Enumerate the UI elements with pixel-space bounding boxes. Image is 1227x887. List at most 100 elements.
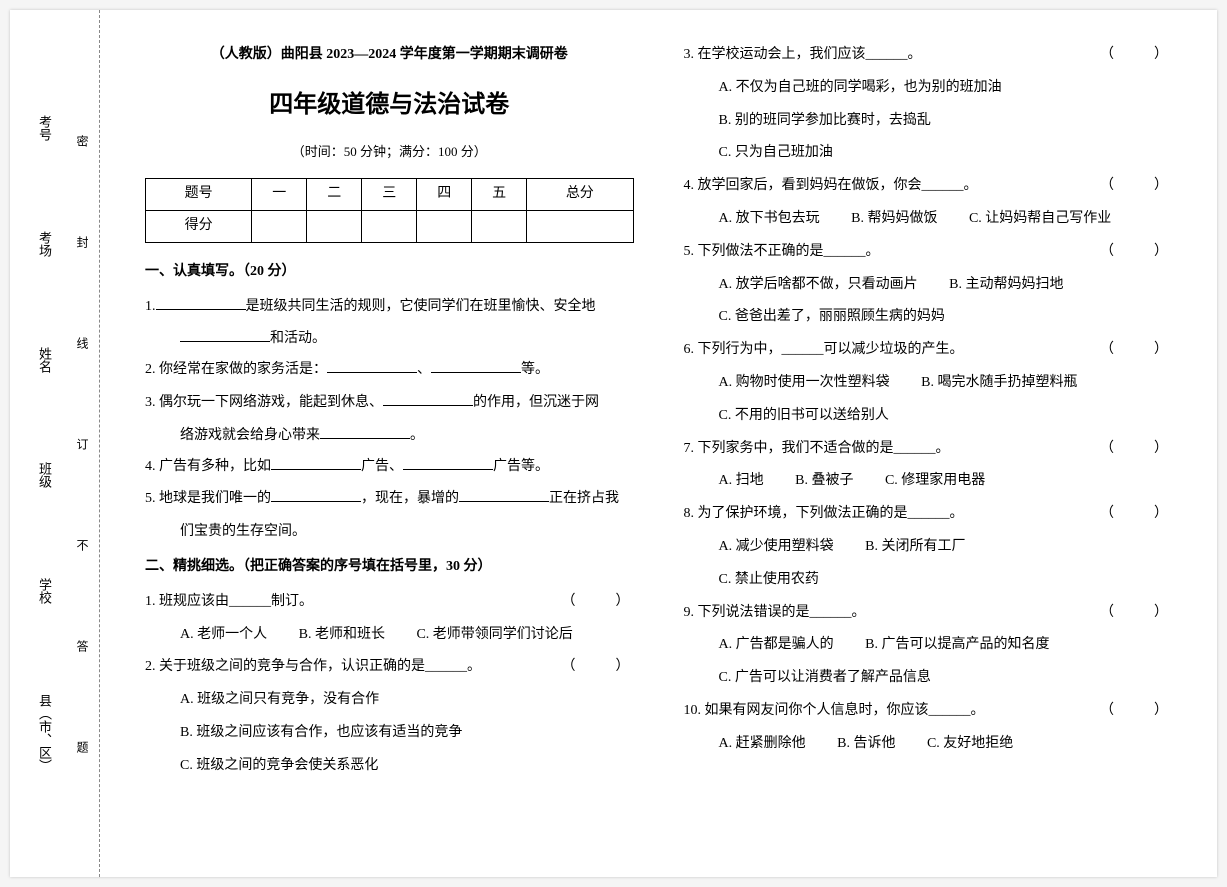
th-col: 二 bbox=[307, 179, 362, 211]
binding-margin: 考号 考场 姓名 班级 学校 县（市、区） 密 封 线 订 不 答 题 bbox=[10, 10, 100, 877]
blank bbox=[431, 359, 521, 373]
field-county: 县（市、区） bbox=[35, 694, 54, 772]
q-text: 广告、 bbox=[361, 459, 403, 474]
header-subtitle: （人教版）曲阳县 2023—2024 学年度第一学期期末调研卷 bbox=[145, 40, 634, 71]
s2-q7-options: A. 扫地 B. 叠被子 C. 修理家用电器 bbox=[684, 466, 1173, 497]
q-text: ，现在，暴增的 bbox=[361, 491, 459, 506]
s2-q6-opt-c: C. 不用的旧书可以送给别人 bbox=[684, 401, 1173, 432]
td-label: 得分 bbox=[146, 210, 252, 242]
section2-title: 二、精挑细选。（把正确答案的序号填在括号里，30 分） bbox=[145, 552, 634, 583]
answer-bracket: （ ） bbox=[583, 652, 634, 683]
s2-q10: 10. 如果有网友问你个人信息时，你应该______。 （ ） bbox=[684, 696, 1173, 727]
seal-char: 不 bbox=[74, 539, 91, 551]
field-exam-no: 考号 bbox=[35, 115, 54, 141]
answer-bracket: （ ） bbox=[1121, 696, 1172, 727]
s2-q6-options-1: A. 购物时使用一次性塑料袋 B. 喝完水随手扔掉塑料瓶 bbox=[684, 368, 1173, 399]
field-school: 学校 bbox=[35, 578, 54, 604]
opt-b: B. 广告可以提高产品的知名度 bbox=[865, 637, 1049, 652]
answer-bracket: （ ） bbox=[1121, 499, 1172, 530]
opt-a: A. 广告都是骗人的 bbox=[719, 637, 834, 652]
s1-q5-line2: 们宝贵的生存空间。 bbox=[145, 517, 634, 548]
opt-a: A. 放学后啥都不做，只看动画片 bbox=[719, 277, 918, 292]
exam-meta: （时间：50 分钟；满分：100 分） bbox=[145, 138, 634, 167]
th-col: 五 bbox=[472, 179, 527, 211]
s2-q9-opt-c: C. 广告可以让消费者了解产品信息 bbox=[684, 663, 1173, 694]
opt-b: B. 老师和班长 bbox=[299, 627, 385, 642]
s2-q1: 1. 班规应该由______制订。 （ ） bbox=[145, 587, 634, 618]
s2-q3: 3. 在学校运动会上，我们应该______。 （ ） bbox=[684, 40, 1173, 71]
exam-page: 考号 考场 姓名 班级 学校 县（市、区） 密 封 线 订 不 答 题 （人教版… bbox=[10, 10, 1217, 877]
s2-q3-opt-a: A. 不仅为自己班的同学喝彩，也为别的班加油 bbox=[684, 73, 1173, 104]
th-label: 题号 bbox=[146, 179, 252, 211]
q-text: 3. 偶尔玩一下网络游戏，能起到休息、 bbox=[145, 395, 383, 410]
s2-q4: 4. 放学回家后，看到妈妈在做饭，你会______。 （ ） bbox=[684, 171, 1173, 202]
opt-c: C. 老师带领同学们讨论后 bbox=[416, 627, 572, 642]
opt-b: B. 关闭所有工厂 bbox=[865, 539, 965, 554]
blank bbox=[271, 488, 361, 502]
s2-q8-options-1: A. 减少使用塑料袋 B. 关闭所有工厂 bbox=[684, 532, 1173, 563]
q-text: 广告等。 bbox=[493, 459, 549, 474]
opt-a: A. 赶紧删除他 bbox=[719, 736, 806, 751]
s2-q9-options-1: A. 广告都是骗人的 B. 广告可以提高产品的知名度 bbox=[684, 630, 1173, 661]
answer-bracket: （ ） bbox=[1121, 40, 1172, 71]
score-table: 题号 一 二 三 四 五 总分 得分 bbox=[145, 178, 634, 243]
table-row: 得分 bbox=[146, 210, 634, 242]
answer-bracket: （ ） bbox=[1121, 598, 1172, 629]
opt-c: C. 修理家用电器 bbox=[885, 473, 985, 488]
q-text: 正在挤占我 bbox=[549, 491, 619, 506]
s2-q1-options: A. 老师一个人 B. 老师和班长 C. 老师带领同学们讨论后 bbox=[145, 620, 634, 651]
q-text: 络游戏就会给身心带来 bbox=[180, 428, 320, 443]
s1-q2: 2. 你经常在家做的家务活是：、等。 bbox=[145, 355, 634, 386]
s2-q4-options: A. 放下书包去玩 B. 帮妈妈做饭 C. 让妈妈帮自己写作业 bbox=[684, 204, 1173, 235]
s2-q9: 9. 下列说法错误的是______。 （ ） bbox=[684, 598, 1173, 629]
blank bbox=[320, 425, 410, 439]
s1-q1-line2: 和活动。 bbox=[145, 324, 634, 355]
s2-q8: 8. 为了保护环境，下列做法正确的是______。 （ ） bbox=[684, 499, 1173, 530]
s2-q7: 7. 下列家务中，我们不适合做的是______。 （ ） bbox=[684, 434, 1173, 465]
opt-a: A. 减少使用塑料袋 bbox=[719, 539, 834, 554]
opt-a: A. 老师一个人 bbox=[180, 627, 267, 642]
s2-q10-options: A. 赶紧删除他 B. 告诉他 C. 友好地拒绝 bbox=[684, 729, 1173, 760]
seal-char: 封 bbox=[74, 236, 91, 248]
q-text: 5. 地球是我们唯一的 bbox=[145, 491, 271, 506]
th-col: 一 bbox=[252, 179, 307, 211]
right-column: 3. 在学校运动会上，我们应该______。 （ ） A. 不仅为自己班的同学喝… bbox=[659, 40, 1198, 857]
opt-b: B. 喝完水随手扔掉塑料瓶 bbox=[921, 375, 1077, 390]
opt-c: C. 友好地拒绝 bbox=[927, 736, 1013, 751]
q-text: 是班级共同生活的规则，它使同学们在班里愉快、安全地 bbox=[246, 299, 596, 314]
seal-char: 订 bbox=[74, 438, 91, 450]
opt-b: B. 叠被子 bbox=[795, 473, 853, 488]
s2-q2-opt-b: B. 班级之间应该有合作，也应该有适当的竞争 bbox=[145, 718, 634, 749]
q-stem: 3. 在学校运动会上，我们应该______。 bbox=[684, 47, 922, 62]
s2-q2-opt-a: A. 班级之间只有竞争，没有合作 bbox=[145, 685, 634, 716]
q-stem: 8. 为了保护环境，下列做法正确的是______。 bbox=[684, 506, 964, 521]
content-area: （人教版）曲阳县 2023—2024 学年度第一学期期末调研卷 四年级道德与法治… bbox=[100, 10, 1217, 877]
seal-char: 线 bbox=[74, 337, 91, 349]
q-text: 。 bbox=[410, 428, 424, 443]
td-blank bbox=[472, 210, 527, 242]
binding-fields: 考号 考场 姓名 班级 学校 县（市、区） bbox=[35, 10, 54, 877]
q-text: 、 bbox=[417, 362, 431, 377]
opt-a: A. 放下书包去玩 bbox=[719, 211, 820, 226]
opt-b: B. 告诉他 bbox=[837, 736, 895, 751]
blank bbox=[156, 296, 246, 310]
answer-bracket: （ ） bbox=[1121, 335, 1172, 366]
td-blank bbox=[417, 210, 472, 242]
th-col: 三 bbox=[362, 179, 417, 211]
q-text: 和活动。 bbox=[270, 331, 326, 346]
s1-q4: 4. 广告有多种，比如广告、广告等。 bbox=[145, 452, 634, 483]
blank bbox=[403, 456, 493, 470]
q-text: 的作用，但沉迷于网 bbox=[473, 395, 599, 410]
left-column: （人教版）曲阳县 2023—2024 学年度第一学期期末调研卷 四年级道德与法治… bbox=[120, 40, 659, 857]
table-row: 题号 一 二 三 四 五 总分 bbox=[146, 179, 634, 211]
q-text: 1. bbox=[145, 299, 156, 314]
opt-c: C. 让妈妈帮自己写作业 bbox=[969, 211, 1111, 226]
answer-bracket: （ ） bbox=[1121, 434, 1172, 465]
seal-char: 题 bbox=[74, 741, 91, 753]
s2-q5-options-1: A. 放学后啥都不做，只看动画片 B. 主动帮妈妈扫地 bbox=[684, 270, 1173, 301]
answer-bracket: （ ） bbox=[1121, 237, 1172, 268]
opt-b: B. 帮妈妈做饭 bbox=[851, 211, 937, 226]
s2-q5-opt-c: C. 爸爸出差了，丽丽照顾生病的妈妈 bbox=[684, 302, 1173, 333]
blank bbox=[180, 328, 270, 342]
th-col: 四 bbox=[417, 179, 472, 211]
